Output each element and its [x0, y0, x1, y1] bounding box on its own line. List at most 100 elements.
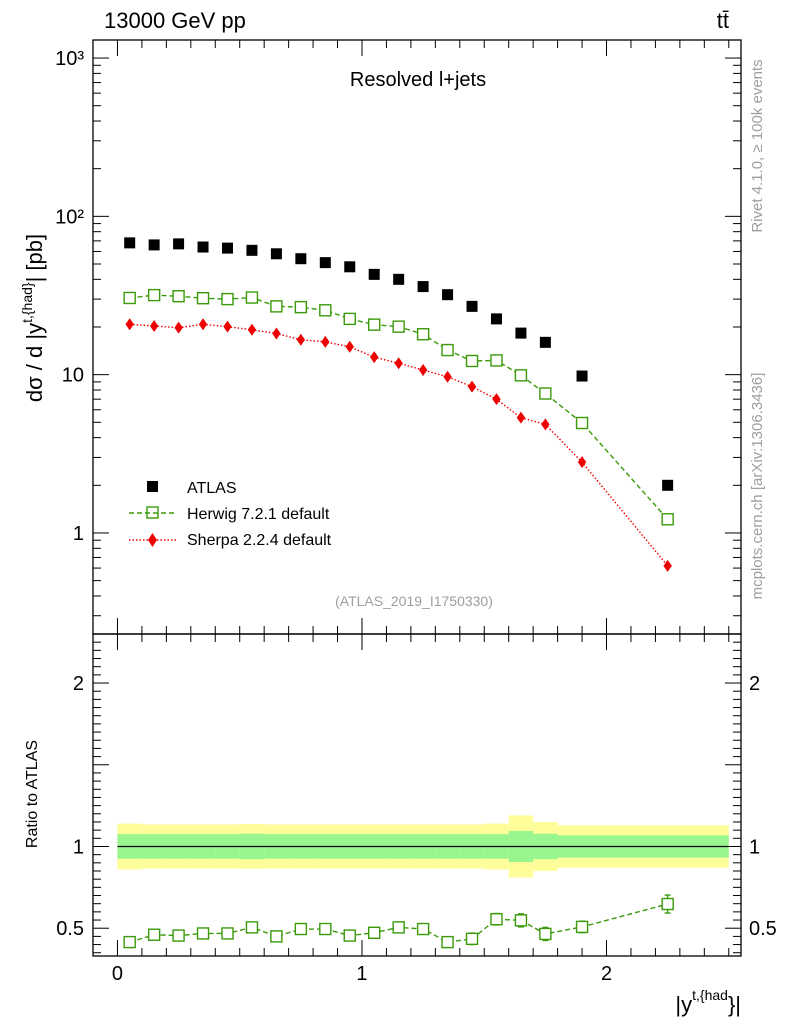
- ratio-herwig-point-15: [490, 913, 503, 926]
- x-tick-label: 0: [112, 963, 123, 985]
- main-ytick-label: 10²: [55, 206, 84, 228]
- ratio-herwig-point-12: [416, 922, 430, 936]
- atlas-point-12: [417, 281, 429, 293]
- ratio-herwig-point-4: [221, 927, 234, 940]
- ratio-herwig-point-0: [123, 935, 136, 949]
- ratio-herwig-point-10: [368, 926, 381, 939]
- atlas-point-9: [344, 261, 356, 273]
- sherpa-point-0: [125, 318, 134, 331]
- ratio-ytick-label-right: 2: [749, 673, 760, 695]
- atlas-point-14: [466, 300, 478, 312]
- ratio-ytick-label-left: 1: [73, 836, 84, 858]
- sherpa-point-10: [370, 351, 379, 364]
- sherpa-point-7: [296, 333, 306, 346]
- mcplots-label: mcplots.cern.ch [arXiv:1306.3436]: [749, 373, 766, 600]
- herwig-point-14: [465, 354, 479, 368]
- atlas-point-3: [197, 241, 209, 253]
- atlas-point-8: [319, 257, 331, 269]
- atlas-point-6: [270, 248, 282, 260]
- ratio-ytick-label-left: 0.5: [56, 918, 84, 940]
- energy-label: 13000 GeV pp: [104, 8, 246, 33]
- sherpa-point-17: [541, 418, 550, 431]
- ratio-ytick-label-right: 1: [749, 836, 760, 858]
- herwig-point-4: [221, 292, 234, 306]
- herwig-point-11: [392, 320, 405, 333]
- ratio-herwig-point-19: [661, 897, 674, 911]
- herwig-point-12: [416, 328, 430, 341]
- herwig-point-18: [575, 416, 589, 430]
- atlas-point-2: [173, 238, 185, 250]
- atlas-point-11: [393, 273, 405, 285]
- sherpa-point-13: [443, 370, 452, 383]
- herwig-point-1: [147, 288, 161, 302]
- sherpa-line: [129, 323, 669, 567]
- x-tick-label: 2: [601, 963, 612, 985]
- legend-sherpa-marker: [148, 533, 157, 547]
- atlas-point-19: [662, 479, 674, 491]
- sherpa-point-19: [663, 559, 672, 572]
- main-panel: [123, 237, 674, 572]
- ratio-herwig-point-9: [343, 929, 356, 942]
- sherpa-point-14: [467, 380, 477, 393]
- legend-herwig-label: Herwig 7.2.1 default: [187, 506, 330, 523]
- main-y-axis-label: dσ / d |yt,{had}| [pb]: [19, 234, 47, 402]
- ratio-y-axis-label: Ratio to ATLAS: [24, 740, 41, 848]
- sherpa-point-5: [247, 323, 257, 336]
- legend-atlas-marker: [147, 481, 158, 492]
- ratio-herwig-point-7: [294, 922, 308, 936]
- legend: ATLAS Herwig 7.2.1 default Sherpa 2.2.4 …: [129, 480, 332, 549]
- ratio-frame: [92, 633, 742, 957]
- atlas-point-15: [490, 313, 502, 325]
- ratio-herwig-point-5: [245, 921, 259, 934]
- legend-atlas-label: ATLAS: [187, 480, 237, 497]
- sherpa-point-8: [321, 335, 330, 348]
- x-tick-label: 1: [356, 963, 367, 985]
- herwig-point-7: [294, 300, 308, 314]
- rivet-label: Rivet 4.1.0, ≥ 100k events: [749, 59, 766, 232]
- atlas-point-1: [148, 239, 160, 251]
- plot-title: Resolved l+jets: [350, 69, 486, 91]
- herwig-point-9: [343, 312, 356, 326]
- atlas-point-7: [295, 253, 307, 265]
- herwig-point-0: [123, 291, 136, 305]
- sherpa-point-6: [272, 327, 281, 340]
- ratio-herwig-point-14: [465, 932, 479, 946]
- sherpa-point-1: [149, 319, 159, 332]
- legend-sherpa-label: Sherpa 2.2.4 default: [187, 532, 332, 549]
- ratio-herwig-point-16: [514, 914, 528, 927]
- sherpa-point-15: [492, 393, 501, 406]
- sherpa-point-16: [516, 411, 526, 424]
- main-ytick-label: 10³: [55, 48, 84, 70]
- ratio-herwig-point-13: [441, 935, 454, 949]
- sherpa-point-9: [345, 340, 354, 353]
- sherpa-point-11: [394, 357, 403, 370]
- atlas-point-4: [221, 242, 233, 254]
- sherpa-point-4: [223, 320, 232, 333]
- atlas-point-18: [576, 370, 588, 382]
- ratio-herwig-point-18: [575, 920, 589, 934]
- atlas-point-17: [539, 336, 551, 348]
- sherpa-point-18: [577, 456, 587, 469]
- herwig-point-5: [245, 291, 259, 304]
- herwig-point-10: [368, 318, 381, 331]
- atlas-point-13: [442, 289, 454, 301]
- analysis-id: (ATLAS_2019_I1750330): [335, 593, 493, 609]
- herwig-point-15: [490, 354, 503, 367]
- herwig-point-8: [319, 304, 332, 317]
- ratio-herwig-point-17: [539, 927, 552, 941]
- atlas-point-0: [124, 237, 136, 249]
- ratio-herwig-point-6: [270, 930, 283, 943]
- process-label: tt̄: [717, 8, 729, 33]
- herwig-point-2: [172, 290, 185, 303]
- ratio-panel: [117, 815, 729, 949]
- atlas-point-16: [515, 327, 527, 339]
- herwig-point-17: [539, 387, 552, 400]
- sherpa-point-2: [174, 321, 183, 334]
- main-ytick-label: 10: [62, 365, 84, 387]
- legend-herwig-marker: [146, 506, 159, 519]
- atlas-point-5: [246, 244, 258, 256]
- herwig-point-13: [441, 343, 454, 357]
- sherpa-point-3: [198, 318, 208, 331]
- ratio-herwig-point-8: [319, 922, 332, 936]
- x-axis-label: |yt,{had}|: [675, 987, 741, 1017]
